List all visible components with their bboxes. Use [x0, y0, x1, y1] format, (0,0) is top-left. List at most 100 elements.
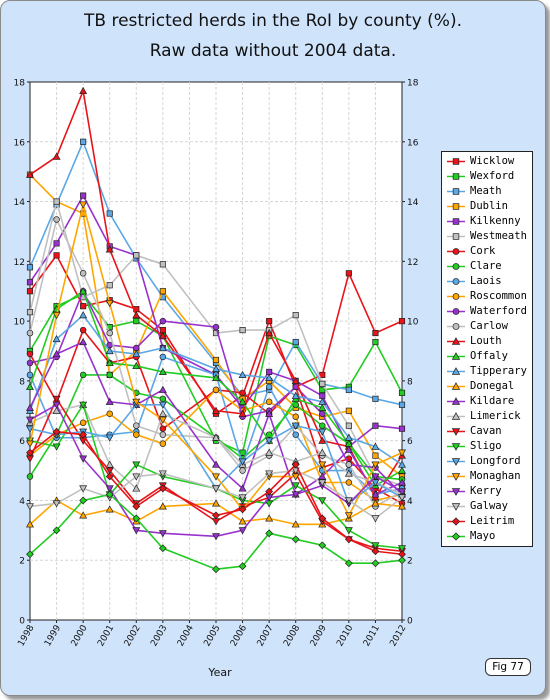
- data-point-leitrim: [212, 511, 220, 520]
- legend-label: Cavan: [470, 425, 502, 437]
- legend-swatch-marker: [451, 382, 461, 390]
- data-point-louth: [318, 436, 327, 444]
- x-tick-label: 2005: [202, 624, 222, 649]
- data-point-donegal: [212, 499, 220, 507]
- legend-swatch-offaly: [447, 352, 465, 360]
- data-point-sligo: [344, 527, 353, 535]
- series-offaly: [26, 287, 406, 489]
- data-point-meath: [398, 401, 406, 408]
- legend-item-longford: Longford: [446, 454, 532, 469]
- data-point-wexford: [319, 386, 326, 393]
- data-point-monaghan: [79, 201, 88, 209]
- data-point-limerick: [318, 448, 327, 456]
- data-point-offaly: [132, 361, 141, 370]
- legend-swatch-marker: [451, 458, 461, 466]
- data-point-clare: [319, 422, 326, 429]
- data-point-tipperary: [212, 364, 220, 373]
- data-point-offaly: [105, 358, 114, 367]
- data-point-leitrim: [79, 430, 88, 439]
- data-point-tipperary: [265, 373, 274, 381]
- data-point-leitrim: [52, 427, 61, 436]
- series-tipperary: [26, 311, 406, 468]
- y-tick-label-right: 2: [407, 557, 413, 567]
- series-line-kildare: [29, 340, 403, 496]
- legend-swatch-laois: [447, 278, 465, 285]
- legend-item-monaghan: Monaghan: [446, 469, 532, 484]
- legend-label: Louth: [470, 335, 502, 347]
- data-point-kerry: [291, 491, 300, 499]
- series-kerry: [26, 401, 406, 541]
- data-point-meath: [292, 338, 299, 346]
- data-point-wexford: [239, 449, 246, 456]
- legend-label: Sligo: [470, 440, 502, 452]
- data-point-louth: [132, 311, 141, 319]
- data-point-kerry: [79, 455, 88, 463]
- data-point-louth: [265, 328, 274, 337]
- data-point-donegal: [291, 520, 300, 528]
- data-point-westmeath: [319, 380, 326, 387]
- legend-swatch-marker: [452, 158, 460, 165]
- data-point-monaghan: [398, 449, 406, 457]
- data-point-mayo: [79, 496, 88, 505]
- legend-item-cavan: Cavan: [446, 424, 532, 439]
- legend-item-tipperary: Tipperary: [446, 364, 532, 379]
- data-point-longford: [265, 437, 274, 445]
- legend-label: Clare: [470, 260, 502, 272]
- data-point-tipperary: [158, 343, 167, 352]
- y-tick-label-left: 16: [14, 138, 26, 148]
- x-tick-label: 1999: [43, 623, 63, 648]
- y-tick-label-left: 12: [14, 258, 25, 268]
- legend-label: Wicklow: [470, 155, 515, 167]
- legend-swatch-marker: [452, 263, 460, 270]
- data-point-mayo: [238, 562, 247, 571]
- legend-swatch-marker: [451, 473, 461, 481]
- legend-item-kilkenny: Kilkenny: [446, 214, 532, 229]
- x-tick-label: 2003: [149, 624, 169, 649]
- data-point-louth: [26, 170, 34, 178]
- data-point-kerry: [158, 530, 167, 538]
- series-line-galway: [29, 469, 403, 520]
- data-point-dublin: [212, 356, 220, 364]
- data-point-laois: [292, 431, 299, 438]
- data-point-mayo: [52, 526, 61, 535]
- legend-swatch-wexford: [447, 173, 465, 180]
- data-point-donegal: [79, 511, 88, 519]
- legend-label: Carlow: [470, 320, 508, 332]
- data-point-limerick: [132, 484, 141, 492]
- legend-item-wicklow: Wicklow: [446, 154, 532, 169]
- legend-swatch-marker: [452, 203, 460, 210]
- series-mayo: [26, 490, 406, 574]
- legend-label: Dublin: [470, 200, 508, 212]
- data-point-wicklow: [26, 288, 34, 295]
- data-point-roscommon: [212, 386, 220, 394]
- legend-item-kildare: Kildare: [446, 394, 532, 409]
- data-point-mayo: [105, 490, 114, 499]
- data-point-tipperary: [52, 334, 61, 343]
- legend-swatch-dublin: [447, 203, 465, 210]
- y-tick-label-right: 4: [407, 497, 413, 507]
- data-point-wicklow: [53, 252, 60, 259]
- legend-swatch-marker: [451, 337, 461, 345]
- legend-item-westmeath: Westmeath: [446, 229, 532, 244]
- data-point-kildare: [265, 409, 274, 417]
- data-point-westmeath: [345, 422, 352, 429]
- series-line-cork: [29, 328, 403, 505]
- data-point-donegal: [158, 502, 167, 510]
- data-point-tipperary: [291, 391, 300, 399]
- data-point-monaghan: [132, 398, 141, 406]
- data-point-sligo: [79, 401, 88, 409]
- data-point-kildare: [105, 397, 114, 405]
- x-tick-label: 2008: [282, 623, 302, 648]
- legend-item-galway: Galway: [446, 499, 532, 514]
- legend-swatch-marker: [451, 488, 461, 496]
- data-point-laois: [26, 371, 34, 379]
- x-tick-label: 2002: [123, 624, 143, 649]
- legend-item-kerry: Kerry: [446, 484, 532, 499]
- data-point-offaly: [26, 382, 34, 390]
- data-point-kilkenny: [372, 422, 379, 429]
- data-point-carlow: [53, 216, 60, 223]
- data-point-galway: [265, 470, 274, 478]
- data-point-mayo: [212, 565, 220, 574]
- legend-swatch-marker: [452, 278, 460, 285]
- data-point-leitrim: [238, 505, 247, 514]
